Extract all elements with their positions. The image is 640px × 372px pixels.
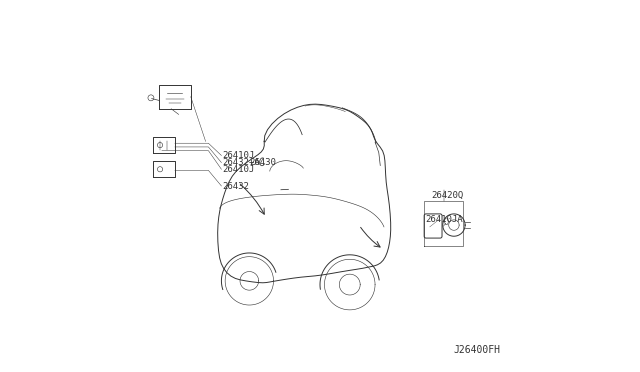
Ellipse shape [445, 218, 449, 225]
FancyBboxPatch shape [424, 214, 442, 238]
Text: 26432+A: 26432+A [222, 158, 260, 167]
Text: 26420Q: 26420Q [431, 191, 464, 200]
Text: 26410J: 26410J [222, 151, 255, 160]
Text: 26432: 26432 [222, 182, 249, 190]
Text: 26410JA: 26410JA [425, 215, 463, 224]
Text: J26400FH: J26400FH [453, 345, 500, 355]
Text: 26410J: 26410J [222, 165, 255, 174]
Text: 26430: 26430 [250, 158, 276, 167]
